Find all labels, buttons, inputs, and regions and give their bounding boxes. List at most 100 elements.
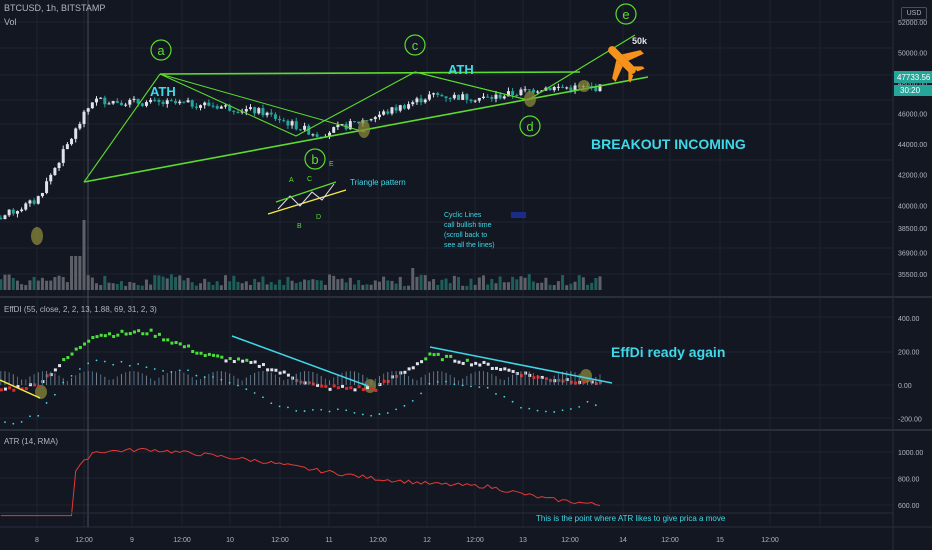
candle-body [598, 84, 602, 92]
volume-bar [174, 276, 178, 290]
effdi-band-dot [62, 381, 65, 384]
effdi-point [490, 367, 494, 371]
atr-axis[interactable]: 1000.00 800.00 600.00 [898, 450, 923, 510]
effdi-point [162, 338, 166, 342]
effdi-point [178, 342, 182, 346]
wave-c-circle [404, 34, 426, 56]
volume-bar [573, 281, 577, 290]
effdi-band-dot [203, 376, 206, 378]
currency-button[interactable]: USD [901, 7, 927, 20]
volume-bar [273, 284, 277, 290]
effdi-band-dot [403, 404, 406, 407]
candle-body [511, 91, 515, 95]
volume-bar [490, 279, 494, 290]
effdi-point [345, 386, 349, 390]
effdi-band-dot [503, 395, 506, 398]
volume-bar [415, 276, 419, 290]
effdi-band-dot [153, 368, 156, 370]
candle-body [527, 89, 531, 91]
volume-bar [307, 280, 311, 290]
effdi-band-dot [70, 374, 73, 377]
volume-bar [74, 256, 78, 290]
candle-body [219, 106, 223, 109]
volume-bar [203, 278, 207, 290]
effdi-point [328, 387, 332, 391]
triangle-point-c: C [307, 176, 312, 183]
candle-body [440, 94, 444, 97]
candle-body [203, 102, 207, 106]
pattern-lines[interactable] [83, 34, 649, 183]
volume-bar [119, 281, 123, 290]
effdi-point [274, 368, 278, 372]
effdi-point [507, 368, 511, 372]
candle-body [519, 89, 523, 95]
volume-bar [319, 280, 323, 290]
effdi-point [349, 386, 353, 390]
effdi-band-dot [237, 384, 239, 387]
volume-bar [253, 278, 257, 290]
symbol-title[interactable]: BTCUSD, 1h, BITSTAMP [4, 3, 106, 13]
effdi-point [191, 350, 195, 354]
effdi-point [0, 388, 3, 392]
effdi-title[interactable]: EffDI (55, close, 2, 2, 13, 1.88, 69, 31… [4, 305, 157, 314]
volume-bar [15, 280, 19, 290]
volume-bar [132, 282, 136, 290]
volume-bar [257, 282, 261, 290]
effdi-point [316, 383, 320, 387]
volume-bar [194, 285, 198, 290]
highlight-marker [358, 120, 370, 138]
candle-body [265, 112, 269, 116]
candle-body [448, 98, 452, 100]
volume-bar [86, 275, 90, 290]
effdi-point [544, 377, 548, 381]
candle-body [253, 107, 257, 114]
candle-body [86, 108, 90, 112]
effdi-point [99, 333, 103, 337]
effdi-band-dot [428, 382, 431, 385]
effdi-point [494, 366, 498, 370]
highlight-marker [35, 385, 47, 399]
time-tick-label: 12:00 [75, 537, 93, 544]
volume-bar [53, 277, 57, 290]
volume-bar [344, 282, 348, 290]
effdi-band-dot [145, 366, 148, 369]
candle-body [261, 108, 265, 116]
effdi-point [357, 385, 361, 389]
effdi-point [336, 386, 340, 390]
volume-bar [469, 278, 473, 290]
time-axis[interactable]: 8 12:00 9 12:00 10 12:00 11 12:00 12 12:00 13 12:00… [35, 537, 779, 544]
volume-bar [199, 283, 203, 290]
effdi-trendlines[interactable] [0, 335, 613, 399]
candle-body [103, 97, 107, 105]
atr-title[interactable]: ATR (14, RMA) [4, 437, 59, 446]
atr-tick-label: 600.00 [898, 503, 920, 510]
candle-body [111, 101, 115, 104]
candle-body [232, 110, 236, 112]
volume-bar [290, 280, 294, 290]
candle-body [15, 211, 19, 214]
effdi-point [353, 388, 357, 392]
candle-body [90, 102, 94, 109]
volume-bar [298, 281, 302, 290]
volume-bar [440, 279, 444, 290]
last-price-value: 47733.56 [897, 73, 931, 82]
wave-e-label: e [622, 7, 629, 22]
time-tick-label: 12:00 [369, 537, 387, 544]
effdi-band-dot [112, 363, 115, 366]
effdi-band-dot [486, 386, 489, 389]
price-tick-label: 35500.00 [898, 272, 927, 279]
volume-label[interactable]: Vol [4, 17, 17, 27]
volume-bar [3, 274, 7, 290]
highlight-marker [364, 379, 376, 393]
price-tick-label: 46000.00 [898, 112, 927, 119]
effdi-band-dot [29, 415, 31, 418]
price-axis[interactable]: 52000.00 50000.00 48000.00 46000.00 44000.00… [898, 20, 927, 279]
candle-body [144, 102, 148, 106]
effdi-axis[interactable]: 400.00 200.00 0.00 -200.00 [898, 316, 922, 424]
effdi-band-dot [320, 408, 323, 411]
time-tick-label: 14 [619, 537, 627, 544]
effdi-point [445, 354, 449, 358]
volume-bar [265, 284, 269, 290]
effdi-band-dot [253, 392, 256, 394]
